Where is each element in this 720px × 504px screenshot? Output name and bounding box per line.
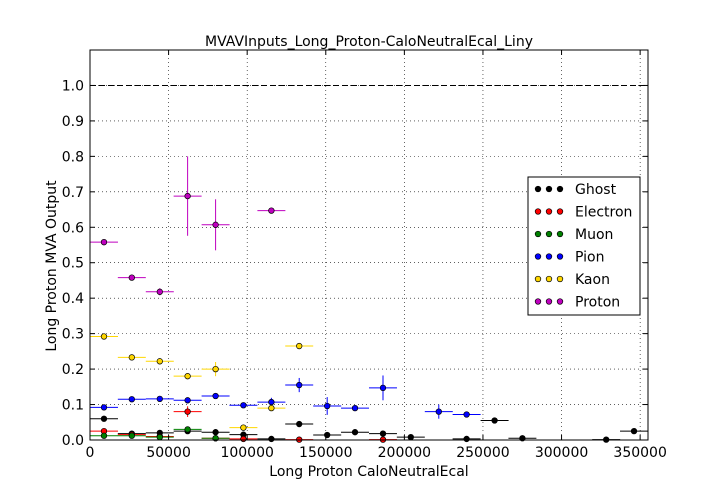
legend-marker <box>556 230 564 238</box>
y-tick-label: 0.4 <box>62 291 84 307</box>
data-point <box>296 381 303 389</box>
data-point <box>184 397 191 404</box>
legend-label: Kaon <box>575 272 610 288</box>
data-point <box>491 417 498 424</box>
data-point <box>156 358 163 365</box>
data-point <box>240 424 247 431</box>
legend-marker <box>534 253 542 260</box>
x-tick-label: 250000 <box>456 445 509 461</box>
data-point <box>296 420 303 428</box>
data-point <box>324 431 331 439</box>
data-point <box>630 427 638 435</box>
legend-label: Pion <box>575 250 604 266</box>
data-point <box>184 408 191 415</box>
data-point <box>100 239 108 246</box>
data-point <box>379 430 387 437</box>
x-axis-label: Long Proton CaloNeutralEcal <box>269 464 468 480</box>
y-tick-label: 0.5 <box>62 256 84 272</box>
data-point <box>156 434 163 441</box>
y-tick-label: 0.1 <box>62 398 84 414</box>
data-point <box>463 435 470 443</box>
legend-marker <box>534 275 542 283</box>
data-point <box>351 429 359 436</box>
data-point <box>324 402 331 410</box>
data-point <box>156 288 163 295</box>
series-proton <box>90 156 286 296</box>
data-point <box>212 365 219 373</box>
legend-marker <box>545 185 553 193</box>
data-point <box>379 384 387 392</box>
legend-marker <box>545 230 553 238</box>
legend: Ghost Electron Muon Pion Kaon Proton <box>527 176 641 316</box>
legend-marker <box>556 275 564 283</box>
data-point <box>268 398 275 406</box>
data-point <box>268 207 275 214</box>
legend-label: Electron <box>575 205 632 221</box>
legend-marker <box>556 208 564 215</box>
x-tick-label: 50000 <box>146 445 191 461</box>
data-point <box>240 435 247 443</box>
y-tick-label: 0.8 <box>62 149 84 165</box>
data-point <box>268 435 275 443</box>
data-point <box>128 432 135 439</box>
legend-marker <box>534 208 542 215</box>
x-tick-label: 300000 <box>535 445 588 461</box>
x-tick-label: 0 <box>86 445 95 461</box>
legend-marker <box>545 298 553 305</box>
plot-frame <box>89 49 649 441</box>
y-tick-label: 0.7 <box>62 185 84 201</box>
x-tick-label: 350000 <box>613 445 666 461</box>
data-point <box>212 221 219 228</box>
y-tick-label: 1.0 <box>62 78 84 94</box>
legend-label: Muon <box>575 227 613 243</box>
data-point <box>128 396 135 403</box>
x-tick-label: 150000 <box>299 445 352 461</box>
data-point <box>407 434 414 441</box>
data-point <box>240 402 247 409</box>
data-point <box>296 342 303 350</box>
series-kaon <box>90 333 314 431</box>
y-tick-label: 0.0 <box>62 433 84 449</box>
legend-marker <box>556 185 564 193</box>
data-point <box>184 426 191 433</box>
data-point <box>128 274 135 281</box>
legend-marker <box>556 253 564 260</box>
data-point <box>184 192 191 200</box>
data-point <box>100 432 108 439</box>
legend-marker <box>534 185 542 193</box>
legend-marker <box>534 298 542 305</box>
x-tick-label: 100000 <box>220 445 273 461</box>
data-point <box>212 392 219 400</box>
legend-box <box>527 176 641 316</box>
axis-ticks: 0 50000 100000 150000 200000 250000 300000 3500… <box>62 50 667 461</box>
series-pion <box>90 375 481 419</box>
y-tick-label: 0.6 <box>62 220 84 236</box>
y-tick-label: 0.9 <box>62 114 84 130</box>
data-point <box>100 404 108 411</box>
data-point <box>435 408 442 415</box>
data-point <box>128 354 135 361</box>
data-point <box>463 411 470 418</box>
y-tick-label: 0.2 <box>62 362 84 378</box>
y-tick-label: 0.3 <box>62 327 84 343</box>
legend-marker <box>545 208 553 215</box>
data-point <box>351 404 359 412</box>
data-point <box>100 333 108 340</box>
data-point <box>268 404 275 412</box>
legend-marker <box>545 275 553 283</box>
data-point <box>156 395 163 403</box>
legend-label: Ghost <box>575 182 617 198</box>
chart-title: MVAVInputs_Long_Proton-CaloNeutralEcal_L… <box>205 34 533 50</box>
legend-marker <box>545 253 553 260</box>
legend-marker <box>534 230 542 238</box>
data-point <box>184 373 191 380</box>
legend-marker <box>556 298 564 305</box>
x-tick-label: 200000 <box>378 445 431 461</box>
data-point <box>100 415 108 422</box>
data-point <box>212 429 219 436</box>
y-axis-label: Long Proton MVA Output <box>44 180 60 352</box>
series-muon <box>90 426 230 442</box>
legend-label: Proton <box>575 295 620 311</box>
